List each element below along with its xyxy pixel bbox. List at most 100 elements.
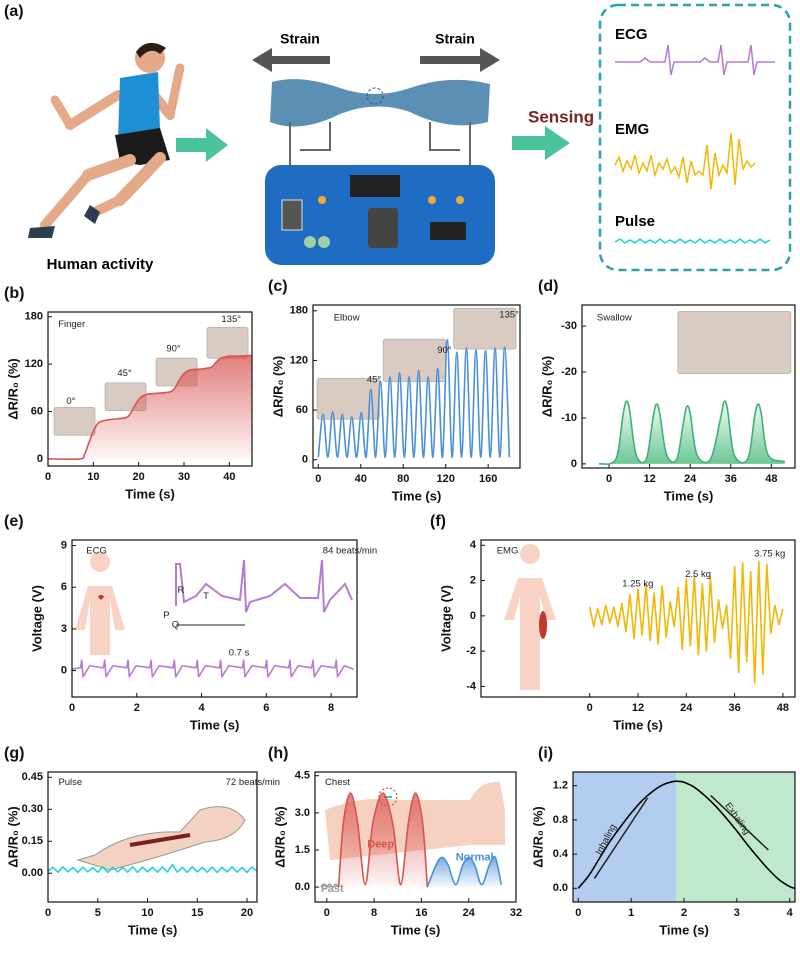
y-axis-label: Voltage (V) bbox=[438, 585, 453, 652]
part bbox=[318, 196, 326, 204]
annotation: Swallow bbox=[597, 313, 632, 324]
pulse-trace bbox=[614, 238, 771, 244]
y-tick-label: 4.5 bbox=[295, 770, 310, 782]
y-tick-label: -4 bbox=[466, 680, 477, 692]
plot-frame bbox=[71, 539, 358, 698]
chip bbox=[350, 175, 400, 197]
arrow bbox=[593, 797, 649, 880]
annotation: 135° bbox=[221, 314, 241, 325]
x-tick-label: 30 bbox=[178, 471, 190, 483]
x-tick-label: 3 bbox=[734, 907, 740, 919]
chart-panel: (b) 0 10 20 30 40 0 60 120 180 Time (s) ΔR/R₀ (%) Fi… bbox=[4, 285, 253, 501]
area-fill bbox=[48, 355, 252, 460]
y-tick-label: -20 bbox=[561, 366, 577, 378]
x-tick-label: 36 bbox=[728, 702, 740, 714]
sensor-mark bbox=[366, 87, 384, 105]
y-tick-label: 0.0 bbox=[553, 882, 568, 894]
chart-panel: (e) 0 2 4 6 8 0 3 6 9 Time (s) Voltage (V) ECG 84 bea… bbox=[4, 513, 377, 732]
y-tick-label: 0 bbox=[302, 454, 308, 466]
x-tick-label: 36 bbox=[725, 473, 737, 485]
annotation: 45° bbox=[117, 368, 132, 379]
chart-panel: (c) 0 40 80 120 160 0 60 120 180 Time (s) ΔR/R₀ (%)… bbox=[268, 278, 521, 503]
signal-label: Pulse bbox=[615, 213, 655, 230]
schematic: (a) Human activity Strain Strain Sensing… bbox=[4, 3, 792, 273]
y-tick-label: 0.00 bbox=[22, 867, 43, 879]
x-tick-label: 0 bbox=[69, 702, 75, 714]
inset-photo bbox=[382, 338, 446, 383]
plot-frame bbox=[572, 771, 796, 903]
chart-panel: (h) 0 8 16 24 32 0.0 1.5 3.0 4.5 Time (s) ΔR/R₀ (%)… bbox=[268, 745, 522, 937]
y-tick-label: 0 bbox=[470, 610, 476, 622]
annotation: 135° bbox=[499, 309, 519, 320]
data-line bbox=[337, 792, 429, 888]
y-tick-label: 180 bbox=[290, 305, 308, 317]
plot-frame bbox=[314, 771, 517, 903]
plot-frame bbox=[47, 771, 258, 903]
annotation: ECG bbox=[86, 546, 107, 557]
data-line bbox=[598, 400, 786, 465]
panel-label: (d) bbox=[538, 278, 558, 295]
part bbox=[428, 196, 436, 204]
x-tick-label: 120 bbox=[437, 473, 455, 485]
annotation: 0.7 s bbox=[229, 648, 250, 659]
x-tick-label: 12 bbox=[632, 702, 644, 714]
panel-label: (a) bbox=[4, 3, 24, 20]
y-tick-label: 120 bbox=[290, 354, 308, 366]
arrow bbox=[710, 794, 769, 851]
y-tick-label: 0 bbox=[571, 458, 577, 470]
annotation: 0° bbox=[66, 396, 75, 407]
y-axis-label: ΔR/R₀ (%) bbox=[5, 806, 20, 867]
arrow bbox=[420, 48, 500, 72]
wire bbox=[289, 122, 471, 175]
x-tick-label: 0 bbox=[315, 473, 321, 485]
region bbox=[676, 772, 795, 902]
x-axis-label: Time (s) bbox=[659, 922, 709, 937]
x-tick-label: 48 bbox=[765, 473, 777, 485]
annotation: Finger bbox=[58, 319, 85, 330]
panel-label: (c) bbox=[268, 278, 288, 295]
caption: Human activity bbox=[47, 256, 154, 273]
x-tick-label: 32 bbox=[510, 907, 522, 919]
area-fill bbox=[427, 856, 502, 888]
annotation: 3.75 kg bbox=[754, 549, 785, 560]
plot-frame bbox=[480, 539, 796, 698]
x-tick-label: 0 bbox=[587, 702, 593, 714]
annotation: 45° bbox=[367, 374, 382, 385]
inset-photo bbox=[677, 311, 792, 374]
emg-trace bbox=[614, 132, 756, 190]
x-tick-label: 24 bbox=[680, 702, 693, 714]
annotation: 90° bbox=[437, 345, 452, 356]
x-axis-label: Time (s) bbox=[392, 488, 442, 503]
y-tick-label: 0.30 bbox=[22, 803, 43, 815]
x-tick-label: 2 bbox=[681, 907, 687, 919]
y-tick-label: 4 bbox=[470, 539, 477, 551]
plot-frame bbox=[581, 304, 796, 469]
x-tick-label: 24 bbox=[463, 907, 476, 919]
x-tick-label: 160 bbox=[479, 473, 497, 485]
runner bbox=[28, 42, 185, 238]
y-tick-label: 6 bbox=[61, 581, 67, 593]
series-label: Normal bbox=[456, 852, 494, 864]
arrow bbox=[512, 126, 570, 160]
annotation: 72 beats/min bbox=[226, 777, 280, 788]
y-tick-label: -30 bbox=[561, 320, 577, 332]
part bbox=[304, 236, 316, 248]
panel-label: (h) bbox=[268, 745, 288, 762]
series-label: Deep bbox=[367, 839, 394, 851]
data-line bbox=[577, 780, 796, 890]
plot-frame bbox=[47, 311, 253, 467]
panel-label: (f) bbox=[430, 513, 446, 530]
x-tick-label: 5 bbox=[95, 907, 101, 919]
x-tick-label: 16 bbox=[415, 907, 427, 919]
y-tick-label: 1.2 bbox=[553, 780, 568, 792]
y-tick-label: 1.5 bbox=[295, 844, 310, 856]
y-tick-label: -10 bbox=[561, 412, 577, 424]
area-fill bbox=[598, 401, 785, 465]
y-tick-label: 0 bbox=[61, 665, 67, 677]
y-tick-label: 0.8 bbox=[553, 814, 568, 826]
y-axis-label: Voltage (V) bbox=[29, 585, 44, 652]
y-axis-label: ΔR/R₀ (%) bbox=[539, 356, 554, 417]
y-axis-label: ΔR/R₀ (%) bbox=[530, 806, 545, 867]
arrow bbox=[176, 128, 228, 162]
x-tick-label: 12 bbox=[643, 473, 655, 485]
